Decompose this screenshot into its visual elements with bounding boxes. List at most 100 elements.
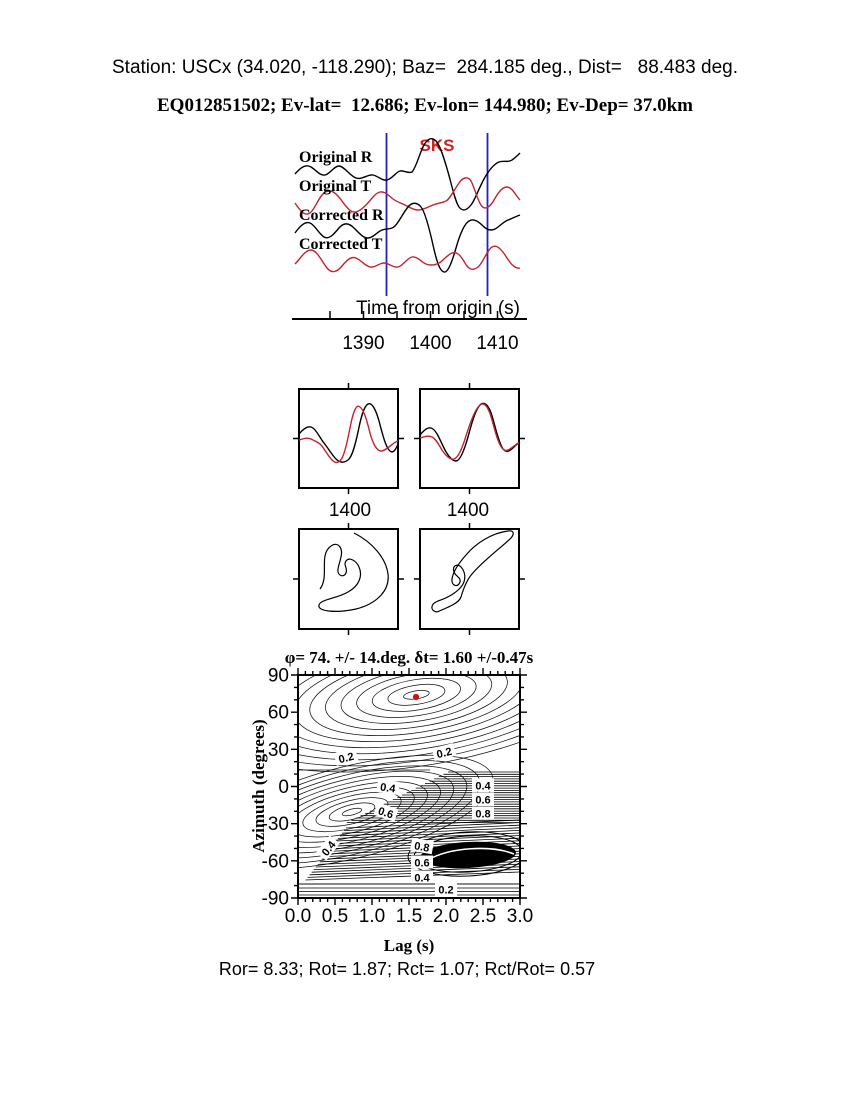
contour-level-label: 0.4 [316,835,340,861]
contour-level-labels: 0.2 0.2 0.4 0.6 0.4 0.6 0.8 0.4 0.8 0.6 0.4 0.2 [316,743,494,897]
time-axis-ticks [329,311,499,319]
contour-line [335,832,519,842]
contour-level-label: 0.8 [472,806,494,821]
phase-pick-label: SKS [420,136,455,155]
contour-line [341,824,519,834]
contour-line [299,770,455,854]
stats-line: Ror= 8.33; Rot= 1.87; Rct= 1.07; Rct/Rot… [218,959,596,979]
trace-label-original-t: Original T [299,178,371,195]
contour-ylabel: Azimuth (degrees) [249,719,268,852]
time-axis-label: Time from origin (s) [356,298,520,319]
pm-uncorrected-orbit [318,532,389,612]
contour-level-label: 0.6 [373,802,399,822]
label-chip [376,779,400,795]
pulse-right-tick-label: 1400 [447,500,489,521]
contour-line [343,822,519,831]
contour-line [299,676,519,755]
corrected-t-trace [294,245,521,273]
contour-level-label: 0.2 [435,882,457,897]
pulse-comparison-panel: 1400 1400 [293,383,525,521]
x-tick-label: 1.0 [359,906,385,927]
uncorrected-fast-pulse [298,405,399,464]
splitting-contour-panel: φ= 74. +/- 14.deg. δt= 1.60 +/-0.47s Azi… [249,648,534,955]
contour-line [325,676,508,730]
x-tick-label: 2.0 [433,906,459,927]
label-chip [373,802,399,822]
x-tick-label: 3.0 [507,906,533,927]
contour-ticks: 0.0 0.5 1.0 1.5 2.0 2.5 3.0 90 60 30 0 -30 -60 -90 [262,666,534,928]
corrected-fast-pulse [419,403,520,460]
contour-level-label: 0.2 [431,743,457,761]
contour-line [340,676,493,724]
label-chip [411,855,433,869]
corrected-r-trace [294,202,521,273]
contour-level-label: 0.2 [333,748,359,766]
contour-level-label: 0.4 [376,779,400,796]
label-text: 0.8 [413,840,430,854]
x-tick-label: 2.5 [470,906,496,927]
contour-line [407,831,519,877]
label-chip [435,882,457,896]
label-chip [472,806,494,820]
original-r-trace [294,137,521,211]
uncorrected-slow-pulse [298,403,399,463]
x-tick-label: 0.0 [285,906,311,927]
pulse-box-ticks [293,383,525,494]
label-chip [431,743,457,761]
label-text: 0.2 [435,746,453,761]
contour-line [427,847,515,861]
contour-line [337,830,519,839]
contour-line [315,797,389,827]
y-tick-label: -30 [262,814,289,835]
contour-level-label: 0.4 [472,778,494,793]
pm-box-ticks [293,523,525,635]
contour-level-label: 0.6 [411,855,433,870]
contour-line [356,676,477,718]
contour-title: φ= 74. +/- 14.deg. δt= 1.60 +/-0.47s [285,648,534,667]
contour-line [299,676,519,761]
contour-level-label: 0.4 [411,870,433,885]
station-title: Station: USCx (34.020, -118.290); Baz= 2… [112,57,738,78]
contour-line [387,683,446,706]
contour-level-label: 0.6 [472,792,494,807]
event-title: EQ012851502; Ev-lat= 12.686; Ev-lon= 144… [157,95,693,116]
waveform-panel: SKS Original R Original T Corrected R Co… [292,133,527,354]
contour-line [299,786,415,838]
y-tick-label: 60 [268,703,289,724]
contour-line [341,807,363,817]
pm-box-uncorrected [298,528,399,630]
label-chip [333,748,359,766]
contour-line [309,676,519,736]
label-text: 0.4 [414,873,430,885]
contour-line [328,802,376,822]
contour-line [299,676,519,773]
label-chip [411,870,433,884]
label-chip [410,837,434,855]
contour-line [371,677,461,712]
contour-line [339,827,519,837]
x-tick-label: 1.5 [396,906,422,927]
y-tick-label: -60 [262,851,289,872]
contour-line [299,676,519,749]
label-text: 0.4 [475,781,491,793]
contour-xlabel: Lag (s) [384,936,435,955]
trace-label-original-r: Original R [299,149,373,166]
time-tick-1410: 1410 [476,333,518,354]
pm-corrected-orbit [431,530,514,613]
pulse-box-uncorrected [298,388,399,489]
label-text: 0.2 [337,751,355,766]
y-tick-label: -90 [262,889,289,910]
label-text: 0.6 [414,858,429,870]
particle-motion-panel [293,523,525,635]
y-tick-label: 30 [268,740,289,761]
time-tick-1400: 1400 [409,333,451,354]
contour-line [299,781,428,843]
label-text: 0.8 [475,809,490,821]
time-tick-1390: 1390 [342,333,384,354]
pulse-left-tick-label: 1400 [329,500,371,521]
best-fit-marker [412,693,420,701]
y-tick-label: 0 [278,777,289,798]
label-chip [316,835,340,861]
